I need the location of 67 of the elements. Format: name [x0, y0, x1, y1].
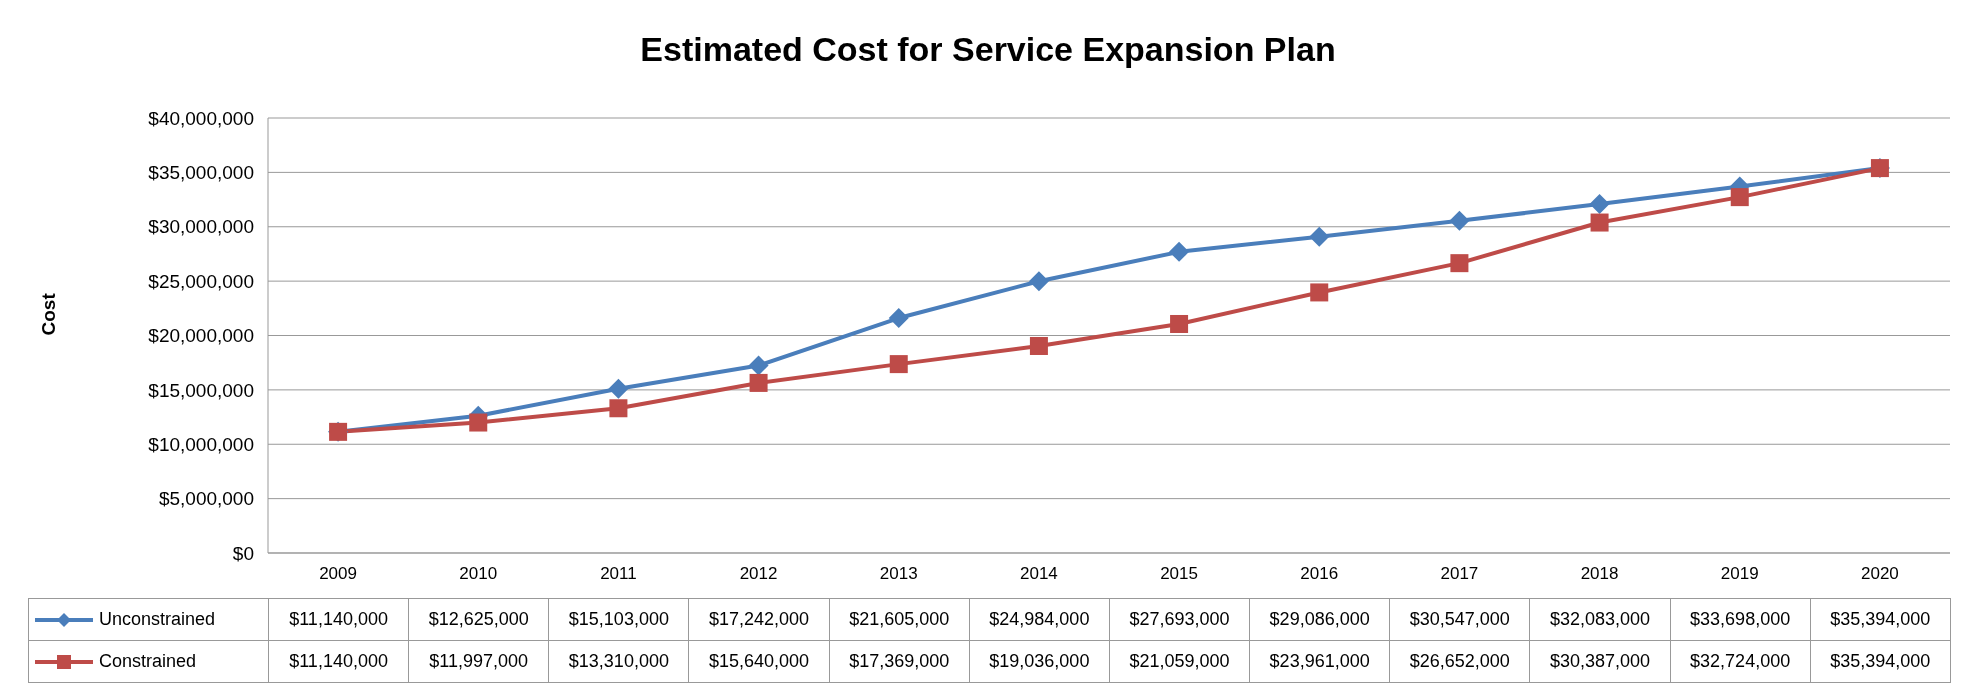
- data-label: $11,140,000: [268, 640, 409, 683]
- point: [469, 413, 488, 432]
- y-tick-label: $30,000,000: [148, 216, 254, 238]
- data-label: $29,086,000: [1249, 598, 1390, 641]
- legend-label: Constrained: [99, 650, 197, 671]
- data-label: $27,693,000: [1109, 598, 1250, 641]
- data-label: $35,394,000: [1810, 640, 1951, 683]
- point: [1449, 210, 1470, 231]
- x-tick-label: 2018: [1580, 564, 1619, 584]
- point: [1170, 314, 1189, 333]
- chart-title: Estimated Cost for Service Expansion Plan: [639, 30, 1337, 69]
- y-tick-label: $20,000,000: [148, 325, 254, 347]
- point: [1589, 194, 1610, 215]
- data-label: $21,059,000: [1109, 640, 1250, 683]
- data-label: $32,083,000: [1529, 598, 1671, 641]
- data-label: $15,640,000: [688, 640, 830, 683]
- point: [1028, 271, 1049, 292]
- data-label: $23,961,000: [1249, 640, 1390, 683]
- point: [748, 355, 769, 376]
- data-label: $19,036,000: [969, 640, 1110, 683]
- data-label: $17,242,000: [688, 598, 830, 641]
- data-label: $30,547,000: [1389, 598, 1530, 641]
- y-tick-label: $40,000,000: [148, 107, 254, 129]
- legend-label: Unconstrained: [99, 608, 216, 629]
- data-label: $11,997,000: [408, 640, 549, 683]
- data-label: $15,103,000: [548, 598, 689, 641]
- x-tick-label: 2015: [1160, 564, 1198, 584]
- x-tick-label: 2011: [600, 564, 637, 584]
- data-label: $26,652,000: [1389, 640, 1530, 683]
- data-label: $13,310,000: [548, 640, 689, 683]
- data-label: $30,387,000: [1529, 640, 1671, 683]
- x-tick-label: 2016: [1300, 564, 1339, 584]
- point: [1310, 283, 1329, 302]
- point: [888, 308, 909, 329]
- point: [1450, 254, 1469, 273]
- point: [609, 399, 628, 418]
- data-label: $35,394,000: [1810, 598, 1951, 641]
- point: [608, 378, 629, 399]
- data-label: $33,698,000: [1670, 598, 1811, 641]
- point: [1169, 241, 1190, 262]
- x-tick-label: 2014: [1020, 564, 1058, 584]
- y-tick-label: $15,000,000: [148, 379, 254, 401]
- point: [1029, 336, 1048, 355]
- x-tick-label: 2012: [739, 564, 778, 584]
- point: [1730, 188, 1749, 207]
- y-tick-label: $5,000,000: [158, 488, 254, 510]
- data-label: $11,140,000: [268, 598, 409, 641]
- data-label: $12,625,000: [408, 598, 549, 641]
- data-label: $24,984,000: [969, 598, 1110, 641]
- data-label: $32,724,000: [1670, 640, 1811, 683]
- x-tick-label: 2013: [879, 564, 918, 584]
- y-tick-label: $10,000,000: [148, 433, 254, 455]
- x-tick-label: 2010: [459, 564, 498, 584]
- y-tick-label: $35,000,000: [148, 162, 254, 184]
- data-label: $17,369,000: [829, 640, 970, 683]
- x-tick-label: 2020: [1861, 564, 1899, 584]
- point: [749, 373, 768, 392]
- data-label: $21,605,000: [829, 598, 970, 641]
- y-axis-title: Cost: [37, 292, 59, 336]
- x-tick-label: 2009: [319, 564, 357, 584]
- y-tick-label: $0: [232, 542, 254, 564]
- y-tick-label: $25,000,000: [148, 270, 254, 292]
- point: [1590, 213, 1609, 232]
- point: [1309, 226, 1330, 247]
- x-tick-label: 2017: [1440, 564, 1479, 584]
- x-tick-label: 2019: [1720, 564, 1759, 584]
- point: [889, 355, 908, 374]
